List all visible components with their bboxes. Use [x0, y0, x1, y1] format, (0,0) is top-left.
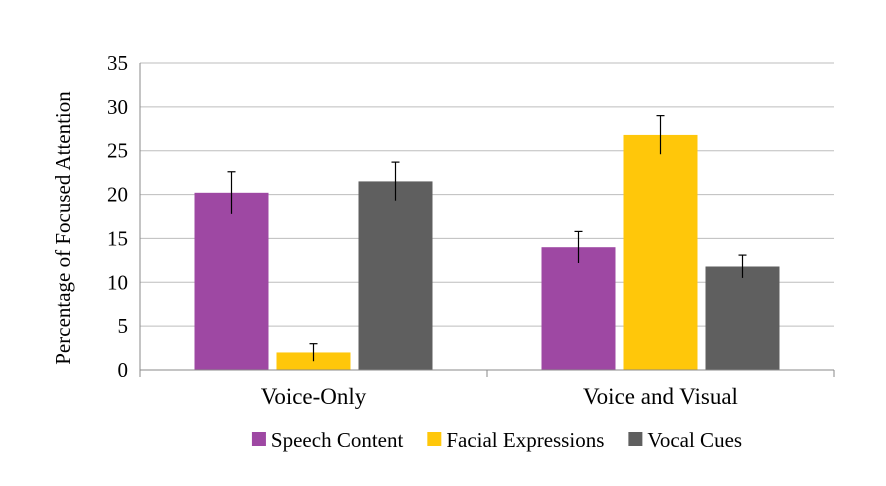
bar [194, 192, 269, 370]
y-tick-labels: 0 5 10 15 20 25 30 35 [107, 51, 128, 382]
x-category-label: Voice-Only [261, 384, 367, 409]
bar [541, 247, 616, 370]
legend-swatch [251, 432, 266, 446]
x-category-label: Voice and Visual [583, 384, 738, 409]
legend-item: Facial Expressions [427, 428, 604, 452]
y-tick-label: 0 [118, 358, 129, 382]
legend-label: Speech Content [271, 428, 404, 452]
legend-label: Facial Expressions [446, 428, 604, 452]
bar [705, 266, 780, 370]
bar [623, 134, 698, 370]
y-tick-label: 35 [107, 51, 128, 75]
y-tick-label: 25 [107, 139, 128, 163]
error-bars [227, 115, 747, 362]
y-tick-label: 15 [107, 226, 128, 250]
y-tick-label: 30 [107, 95, 128, 119]
legend-swatch [427, 432, 442, 446]
legend: Speech Content Facial Expressions Vocal Cu… [251, 428, 742, 452]
legend-label: Vocal Cues [647, 428, 742, 452]
y-tick-label: 10 [107, 270, 128, 294]
y-axis-title: Percentage of Focused Attention [51, 91, 75, 365]
y-tick-label: 20 [107, 183, 128, 207]
axes [139, 63, 835, 377]
legend-swatch [628, 432, 643, 446]
y-tick-label: 5 [118, 314, 129, 338]
legend-item: Speech Content [251, 428, 404, 452]
bars [194, 134, 780, 370]
bar [358, 181, 433, 370]
legend-item: Vocal Cues [628, 428, 742, 452]
x-category-labels: Voice-Only Voice and Visual [261, 384, 738, 409]
